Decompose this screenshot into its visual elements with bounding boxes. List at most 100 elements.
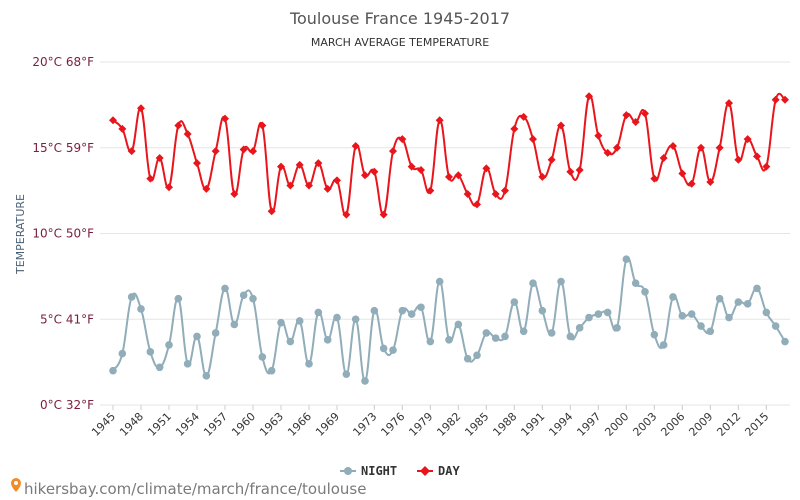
day-point[interactable] (734, 155, 743, 164)
day-point[interactable] (361, 171, 369, 180)
night-point[interactable] (258, 353, 267, 361)
day-point[interactable] (155, 154, 164, 163)
night-point[interactable] (547, 329, 556, 337)
day-point[interactable] (370, 167, 379, 176)
day-point[interactable] (557, 121, 565, 130)
day-point[interactable] (529, 135, 537, 144)
source-link[interactable]: hikersbay.com/climate/march/france/toulo… (24, 480, 366, 498)
day-point[interactable] (398, 135, 407, 144)
night-point[interactable] (771, 322, 780, 330)
night-point[interactable] (155, 363, 164, 372)
day-point[interactable] (659, 154, 668, 163)
day-point[interactable] (351, 142, 360, 151)
night-point[interactable] (239, 291, 248, 300)
day-point[interactable] (183, 130, 192, 139)
day-point[interactable] (641, 109, 649, 118)
night-point[interactable] (706, 327, 715, 336)
night-point[interactable] (566, 332, 575, 341)
day-point[interactable] (277, 162, 285, 171)
legend-item-night[interactable]: NIGHT (340, 464, 397, 478)
night-point[interactable] (538, 306, 547, 315)
night-point[interactable] (389, 346, 397, 354)
day-point[interactable] (706, 178, 715, 187)
night-point[interactable] (594, 310, 603, 318)
night-point[interactable] (743, 300, 752, 308)
night-point[interactable] (678, 312, 687, 320)
night-point[interactable] (781, 337, 789, 346)
day-point[interactable] (221, 114, 229, 123)
night-point[interactable] (501, 332, 509, 341)
day-point[interactable] (762, 162, 771, 171)
day-point[interactable] (118, 124, 127, 133)
day-point[interactable] (305, 181, 313, 190)
day-point[interactable] (202, 184, 211, 193)
night-point[interactable] (127, 293, 136, 301)
night-point[interactable] (641, 288, 649, 296)
day-point[interactable] (715, 143, 724, 152)
day-point[interactable] (435, 116, 444, 125)
night-point[interactable] (202, 372, 211, 380)
day-point[interactable] (547, 155, 556, 164)
night-point[interactable] (659, 341, 668, 349)
day-point[interactable] (622, 111, 631, 120)
night-point[interactable] (482, 329, 491, 337)
day-point[interactable] (585, 92, 593, 101)
night-point[interactable] (137, 305, 145, 313)
night-point[interactable] (529, 279, 537, 288)
day-point[interactable] (501, 186, 509, 195)
night-point[interactable] (109, 366, 117, 375)
day-point[interactable] (323, 184, 332, 193)
night-point[interactable] (361, 377, 369, 385)
day-point[interactable] (174, 121, 183, 130)
night-point[interactable] (585, 313, 593, 322)
day-point[interactable] (482, 164, 491, 173)
day-point[interactable] (454, 171, 463, 180)
night-point[interactable] (687, 310, 696, 318)
day-point[interactable] (753, 152, 761, 161)
night-point[interactable] (314, 308, 323, 317)
day-point[interactable] (239, 145, 248, 154)
day-point[interactable] (445, 172, 453, 181)
day-point[interactable] (230, 190, 239, 199)
night-point[interactable] (277, 318, 285, 327)
night-point[interactable] (146, 348, 155, 356)
day-point[interactable] (603, 148, 612, 157)
day-point[interactable] (342, 210, 351, 219)
night-point[interactable] (435, 277, 444, 286)
day-point[interactable] (146, 174, 155, 183)
day-point[interactable] (463, 190, 472, 199)
day-point[interactable] (127, 147, 136, 156)
day-point[interactable] (267, 207, 276, 216)
night-point[interactable] (473, 351, 481, 360)
night-point[interactable] (398, 306, 407, 315)
night-point[interactable] (305, 360, 313, 368)
night-point[interactable] (379, 344, 388, 353)
night-point[interactable] (323, 336, 332, 344)
night-point[interactable] (445, 336, 453, 344)
night-point[interactable] (370, 306, 379, 315)
night-point[interactable] (557, 277, 565, 286)
night-point[interactable] (249, 294, 257, 303)
day-point[interactable] (473, 200, 481, 209)
night-point[interactable] (342, 370, 351, 378)
day-point[interactable] (566, 167, 575, 176)
night-point[interactable] (221, 284, 229, 293)
day-point[interactable] (417, 166, 425, 175)
day-point[interactable] (165, 183, 173, 192)
day-point[interactable] (678, 169, 687, 178)
day-point[interactable] (519, 112, 528, 121)
night-point[interactable] (165, 341, 173, 349)
night-point[interactable] (333, 313, 341, 322)
day-point[interactable] (650, 174, 659, 183)
day-point[interactable] (491, 190, 500, 199)
day-point[interactable] (781, 95, 789, 104)
day-point[interactable] (295, 160, 304, 169)
night-point[interactable] (454, 320, 463, 329)
night-point[interactable] (295, 317, 304, 325)
day-point[interactable] (137, 104, 145, 113)
day-point[interactable] (426, 186, 435, 195)
night-point[interactable] (417, 303, 425, 312)
night-point[interactable] (118, 349, 127, 358)
night-point[interactable] (613, 324, 621, 332)
night-point[interactable] (715, 294, 724, 303)
